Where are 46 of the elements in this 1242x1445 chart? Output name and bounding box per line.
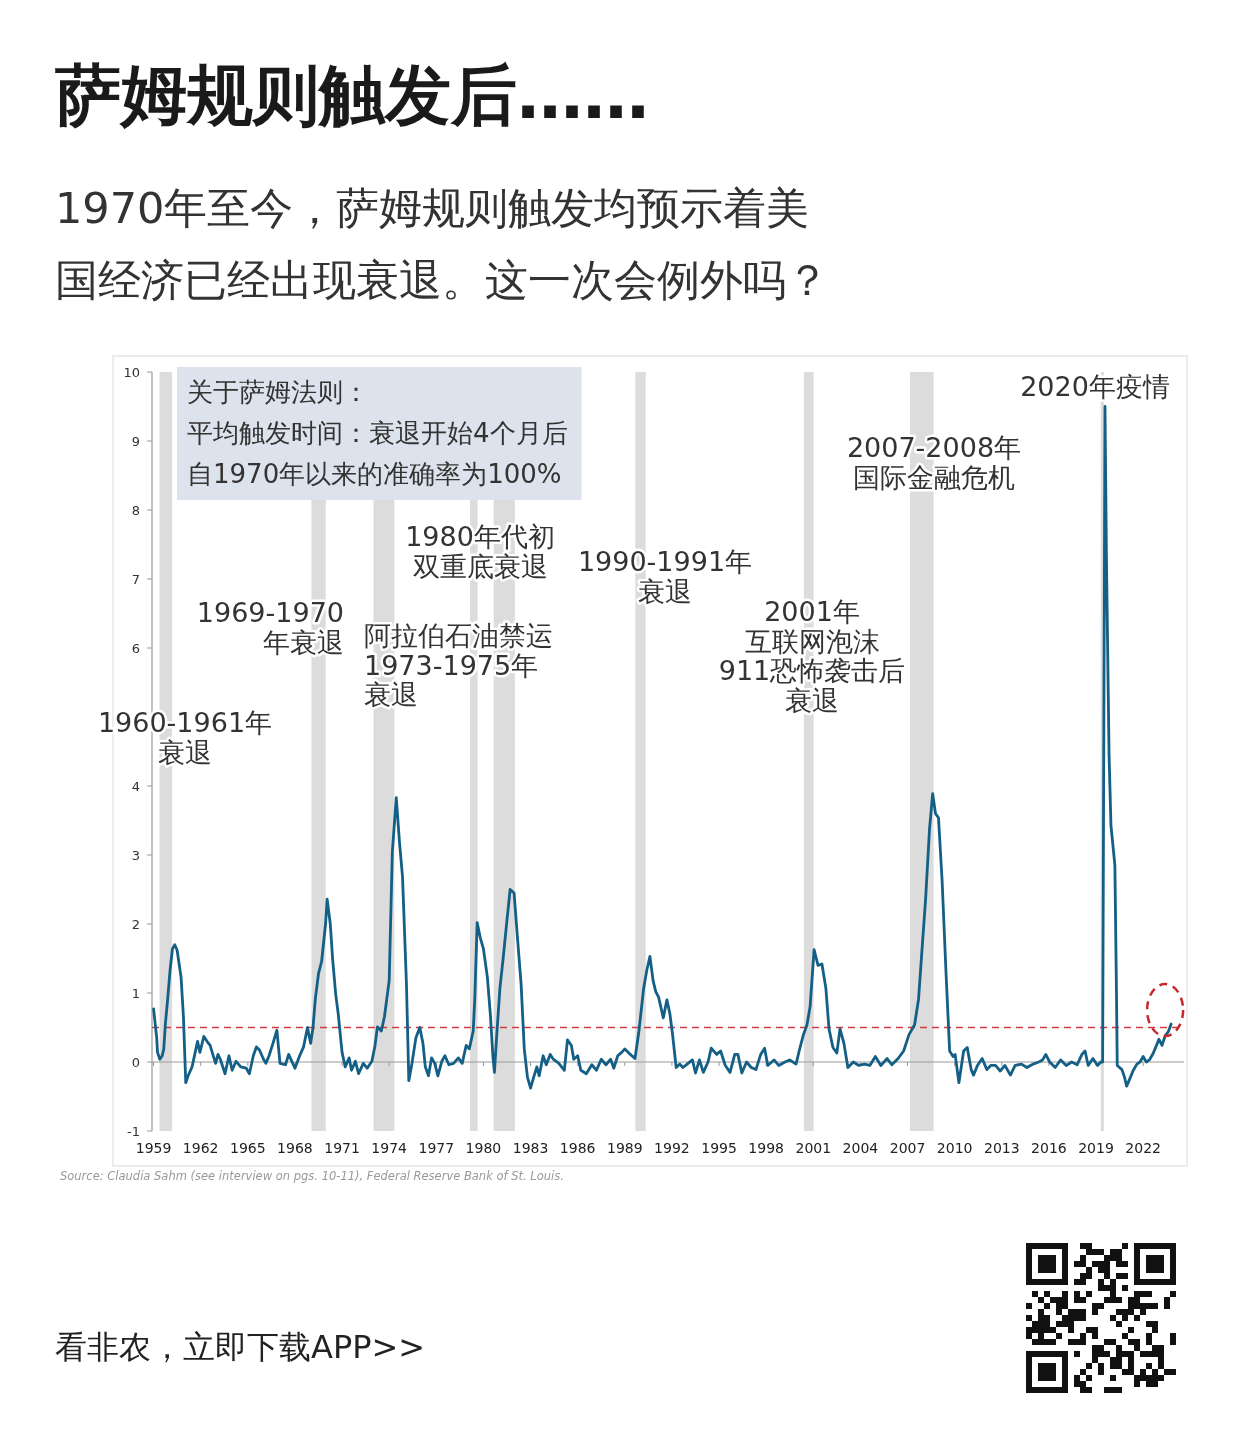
y-tick-label: 6 <box>131 640 140 656</box>
x-tick-label: 2007 <box>889 1140 926 1156</box>
annotation: 1969-1970年衰退 <box>196 597 344 658</box>
chart-title: 萨姆规则触发后…… <box>55 57 649 134</box>
x-tick-label: 2019 <box>1078 1140 1114 1156</box>
y-tick-label: 2 <box>131 916 140 932</box>
annotation: 2020年疫情 <box>1020 371 1170 402</box>
y-tick-label: 1 <box>131 985 140 1001</box>
annotation: 自1970年以来的准确率为100% <box>187 459 562 489</box>
y-tick-label: 0 <box>131 1054 140 1070</box>
x-tick-label: 1986 <box>559 1140 596 1156</box>
source-note: Source: Claudia Sahm (see interview on pgs. 10-11), Federal Reserve Bank of St. Louis. <box>60 1169 564 1183</box>
x-tick-label: 2016 <box>1031 1140 1067 1156</box>
x-tick-label: 1962 <box>182 1140 219 1156</box>
text: 看非农，立即下载APP>> <box>55 1328 426 1366</box>
x-tick-label: 1992 <box>654 1140 690 1156</box>
x-tick-label: 2022 <box>1125 1140 1161 1156</box>
x-tick-label: 1974 <box>371 1140 408 1156</box>
annotation: 平均触发时间：衰退开始4个月后 <box>187 418 568 448</box>
y-tick-label: -1 <box>127 1123 140 1139</box>
y-tick-label: 7 <box>131 571 140 587</box>
annotation: 1980年代初双重底衰退 <box>405 521 555 582</box>
x-tick-label: 1968 <box>277 1140 313 1156</box>
x-tick-label: 1980 <box>465 1140 502 1156</box>
y-tick-label: 9 <box>131 433 140 449</box>
y-tick-label: 3 <box>131 847 140 863</box>
x-tick-label: 1977 <box>418 1140 455 1156</box>
annotation: 关于萨姆法则： <box>187 377 369 407</box>
x-tick-label: 1983 <box>512 1140 549 1156</box>
x-tick-label: 2004 <box>842 1140 879 1156</box>
y-tick-label: 4 <box>131 778 140 794</box>
x-tick-label: 1965 <box>230 1140 266 1156</box>
x-tick-label: 1995 <box>701 1140 737 1156</box>
annotation: 1960-1961年衰退 <box>97 707 273 768</box>
x-tick-label: 2001 <box>795 1140 832 1156</box>
x-tick-label: 1971 <box>324 1140 360 1156</box>
x-tick-label: 1959 <box>135 1140 172 1156</box>
chart-subtitle: 1970年至今，萨姆规则触发均预示着美国经济已经出现衰退。这一次会例外吗？ <box>55 183 829 305</box>
x-tick-label: 1989 <box>606 1140 643 1156</box>
y-tick-label: 10 <box>123 364 140 380</box>
x-tick-label: 2010 <box>936 1140 973 1156</box>
x-tick-label: 2013 <box>983 1140 1020 1156</box>
annotation: 2007-2008年国际金融危机 <box>846 432 1022 493</box>
x-tick-label: 1998 <box>748 1140 784 1156</box>
y-tick-label: 8 <box>131 502 140 518</box>
annotation: 阿拉伯石油禁运1973-1975年衰退 <box>364 620 553 710</box>
